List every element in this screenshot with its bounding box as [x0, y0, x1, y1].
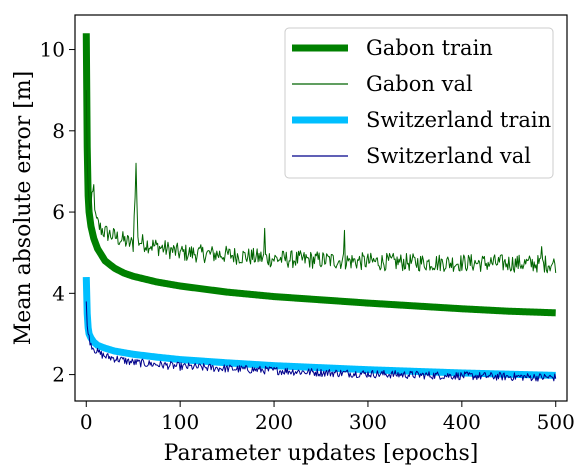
series-layer	[82, 33, 559, 382]
legend-label-gabon-train: Gabon train	[366, 36, 493, 60]
legend-box	[284, 27, 554, 179]
x-tick-label: 0	[80, 410, 93, 434]
legend: Gabon train Gabon val Switzerland train Swi…	[284, 27, 554, 179]
x-tick-label: 200	[255, 410, 293, 434]
y-tick-label: 6	[52, 200, 65, 224]
series-line-gabon-val	[85, 90, 557, 274]
legend-label-switzerland-val: Switzerland val	[366, 144, 531, 168]
y-axis-label: Mean absolute error [m]	[11, 71, 36, 345]
x-tick-label: 500	[537, 410, 575, 434]
series-line-switzerland-val	[85, 301, 557, 382]
y-tick-label: 4	[52, 281, 65, 305]
x-axis-label: Parameter updates [epochs]	[164, 441, 479, 466]
x-axis-ticks: 0 100 200 300 400 500	[80, 401, 575, 434]
plot-frame	[74, 14, 568, 402]
y-tick-label: 2	[52, 363, 65, 387]
legend-label-switzerland-train: Switzerland train	[366, 108, 551, 132]
y-axis-ticks: 2 4 6 8 10	[40, 38, 75, 387]
x-tick-label: 400	[443, 410, 481, 434]
x-tick-label: 300	[349, 410, 387, 434]
y-tick-label: 10	[40, 38, 65, 62]
series-line-switzerland-train	[82, 276, 559, 379]
legend-label-gabon-val: Gabon val	[366, 72, 473, 96]
series-line-gabon-train	[82, 33, 559, 317]
y-tick-label: 8	[52, 119, 65, 143]
x-tick-label: 100	[161, 410, 199, 434]
